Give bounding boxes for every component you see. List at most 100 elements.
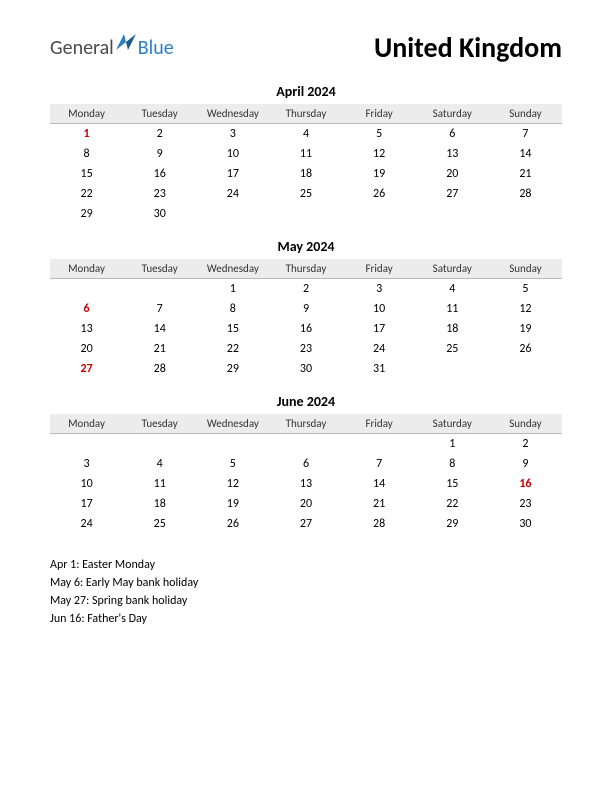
calendar-day: 24: [50, 514, 123, 534]
calendar-day: [123, 279, 196, 300]
weekday-header: Saturday: [416, 104, 489, 124]
weekday-header: Tuesday: [123, 414, 196, 434]
calendar-day: 5: [489, 279, 562, 300]
calendar-day: 20: [269, 494, 342, 514]
calendar-day: 8: [196, 299, 269, 319]
calendar-day: 16: [489, 474, 562, 494]
calendar-day: 15: [196, 319, 269, 339]
calendar-day: 17: [196, 164, 269, 184]
calendar-day: 9: [489, 454, 562, 474]
calendar-row: 17181920212223: [50, 494, 562, 514]
calendar-row: 22232425262728: [50, 184, 562, 204]
calendar-day: [123, 434, 196, 455]
month-title: May 2024: [50, 238, 562, 255]
calendar-day: 17: [343, 319, 416, 339]
calendar-day: [489, 204, 562, 224]
calendar-day: [50, 434, 123, 455]
calendar-day: 16: [123, 164, 196, 184]
weekday-header: Saturday: [416, 414, 489, 434]
calendar-row: 20212223242526: [50, 339, 562, 359]
page-title: United Kingdom: [374, 30, 562, 65]
calendar-day: 18: [269, 164, 342, 184]
weekday-header: Monday: [50, 414, 123, 434]
calendar-day: 16: [269, 319, 342, 339]
calendar-day: [269, 204, 342, 224]
calendar-day: 11: [269, 144, 342, 164]
holiday-entry: May 27: Spring bank holiday: [50, 592, 562, 610]
calendar-day: [269, 434, 342, 455]
calendar-row: 2728293031: [50, 359, 562, 379]
calendar-row: 891011121314: [50, 144, 562, 164]
calendar-day: 4: [416, 279, 489, 300]
month-title: June 2024: [50, 393, 562, 410]
logo-text-general: General: [50, 36, 114, 60]
calendar-day: 14: [123, 319, 196, 339]
holiday-entry: Jun 16: Father's Day: [50, 610, 562, 628]
weekday-header: Monday: [50, 259, 123, 279]
calendar-day: 4: [269, 124, 342, 145]
calendar-day: 18: [416, 319, 489, 339]
calendar-table: MondayTuesdayWednesdayThursdayFridaySatu…: [50, 104, 562, 224]
calendar-day: 19: [196, 494, 269, 514]
calendar-day: 29: [50, 204, 123, 224]
calendar-day: 26: [196, 514, 269, 534]
calendar-day: [343, 434, 416, 455]
calendar-day: 7: [343, 454, 416, 474]
calendar-day: 10: [343, 299, 416, 319]
calendar-day: 23: [123, 184, 196, 204]
logo-text-blue: Blue: [138, 36, 174, 60]
weekday-header: Sunday: [489, 414, 562, 434]
calendar-day: 24: [196, 184, 269, 204]
calendar-day: 10: [50, 474, 123, 494]
calendar-day: 23: [489, 494, 562, 514]
calendar-day: 7: [489, 124, 562, 145]
holiday-entry: May 6: Early May bank holiday: [50, 574, 562, 592]
calendar-month: May 2024 MondayTuesdayWednesdayThursdayFr…: [50, 238, 562, 379]
calendar-day: 2: [489, 434, 562, 455]
weekday-header: Wednesday: [196, 414, 269, 434]
calendar-day: 1: [50, 124, 123, 145]
calendar-day: 26: [489, 339, 562, 359]
weekday-header: Tuesday: [123, 259, 196, 279]
weekday-header: Wednesday: [196, 104, 269, 124]
calendar-day: 29: [416, 514, 489, 534]
calendar-day: 3: [50, 454, 123, 474]
calendar-day: 1: [196, 279, 269, 300]
calendar-day: 9: [123, 144, 196, 164]
generalblue-logo: General Blue: [50, 36, 174, 60]
calendar-day: [416, 204, 489, 224]
month-title: April 2024: [50, 83, 562, 100]
calendar-day: 14: [489, 144, 562, 164]
calendar-day: 31: [343, 359, 416, 379]
calendar-month: June 2024 MondayTuesdayWednesdayThursdayF…: [50, 393, 562, 534]
weekday-header: Friday: [343, 259, 416, 279]
calendar-day: 12: [343, 144, 416, 164]
calendar-day: 24: [343, 339, 416, 359]
weekday-header: Thursday: [269, 259, 342, 279]
calendar-day: 27: [50, 359, 123, 379]
calendar-day: 4: [123, 454, 196, 474]
calendar-day: 21: [343, 494, 416, 514]
calendar-table: MondayTuesdayWednesdayThursdayFridaySatu…: [50, 259, 562, 379]
calendar-row: 2930: [50, 204, 562, 224]
weekday-header: Sunday: [489, 259, 562, 279]
calendar-day: 5: [343, 124, 416, 145]
calendar-day: 30: [489, 514, 562, 534]
calendar-day: 11: [123, 474, 196, 494]
calendar-day: 6: [269, 454, 342, 474]
calendar-day: 14: [343, 474, 416, 494]
calendar-table: MondayTuesdayWednesdayThursdayFridaySatu…: [50, 414, 562, 534]
calendar-day: 13: [269, 474, 342, 494]
calendar-day: 17: [50, 494, 123, 514]
calendar-month: April 2024 MondayTuesdayWednesdayThursday…: [50, 83, 562, 224]
calendar-day: 6: [416, 124, 489, 145]
calendar-day: 9: [269, 299, 342, 319]
calendar-row: 13141516171819: [50, 319, 562, 339]
calendar-day: 12: [489, 299, 562, 319]
calendar-day: 3: [196, 124, 269, 145]
weekday-header: Tuesday: [123, 104, 196, 124]
calendar-day: 20: [416, 164, 489, 184]
calendar-day: 28: [123, 359, 196, 379]
page-header: General Blue United Kingdom: [50, 30, 562, 65]
calendar-day: 30: [269, 359, 342, 379]
